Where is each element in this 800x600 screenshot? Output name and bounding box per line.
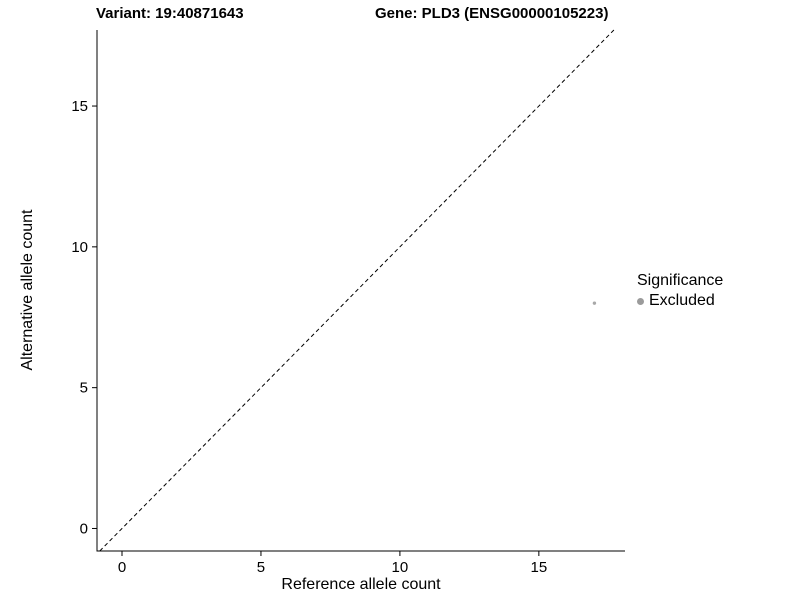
y-tick-label: 10: [71, 239, 88, 256]
x-tick-label: 10: [392, 559, 409, 576]
x-tick-label: 15: [531, 559, 548, 576]
legend: Significance Excluded: [637, 272, 723, 310]
data-point: [592, 301, 597, 305]
x-tick-label: 0: [118, 559, 126, 576]
y-tick-label: 15: [71, 98, 88, 115]
gene-title: Gene: PLD3 (ENSG00000105223): [375, 5, 609, 22]
legend-point-icon: [637, 297, 644, 305]
y-tick-label: 5: [80, 380, 88, 397]
y-axis-title: Alternative allele count: [19, 209, 36, 371]
x-tick-label: 5: [257, 559, 265, 576]
y-tick-label: 0: [80, 520, 88, 537]
legend-item-label: Excluded: [649, 292, 715, 309]
legend-item-excluded: Excluded: [637, 292, 723, 310]
identity-line: [99, 29, 615, 552]
legend-title: Significance: [637, 272, 724, 289]
x-axis-title: Reference allele count: [281, 576, 441, 593]
variant-title: Variant: 19:40871643: [96, 5, 244, 22]
axis-lines: [96, 30, 625, 552]
